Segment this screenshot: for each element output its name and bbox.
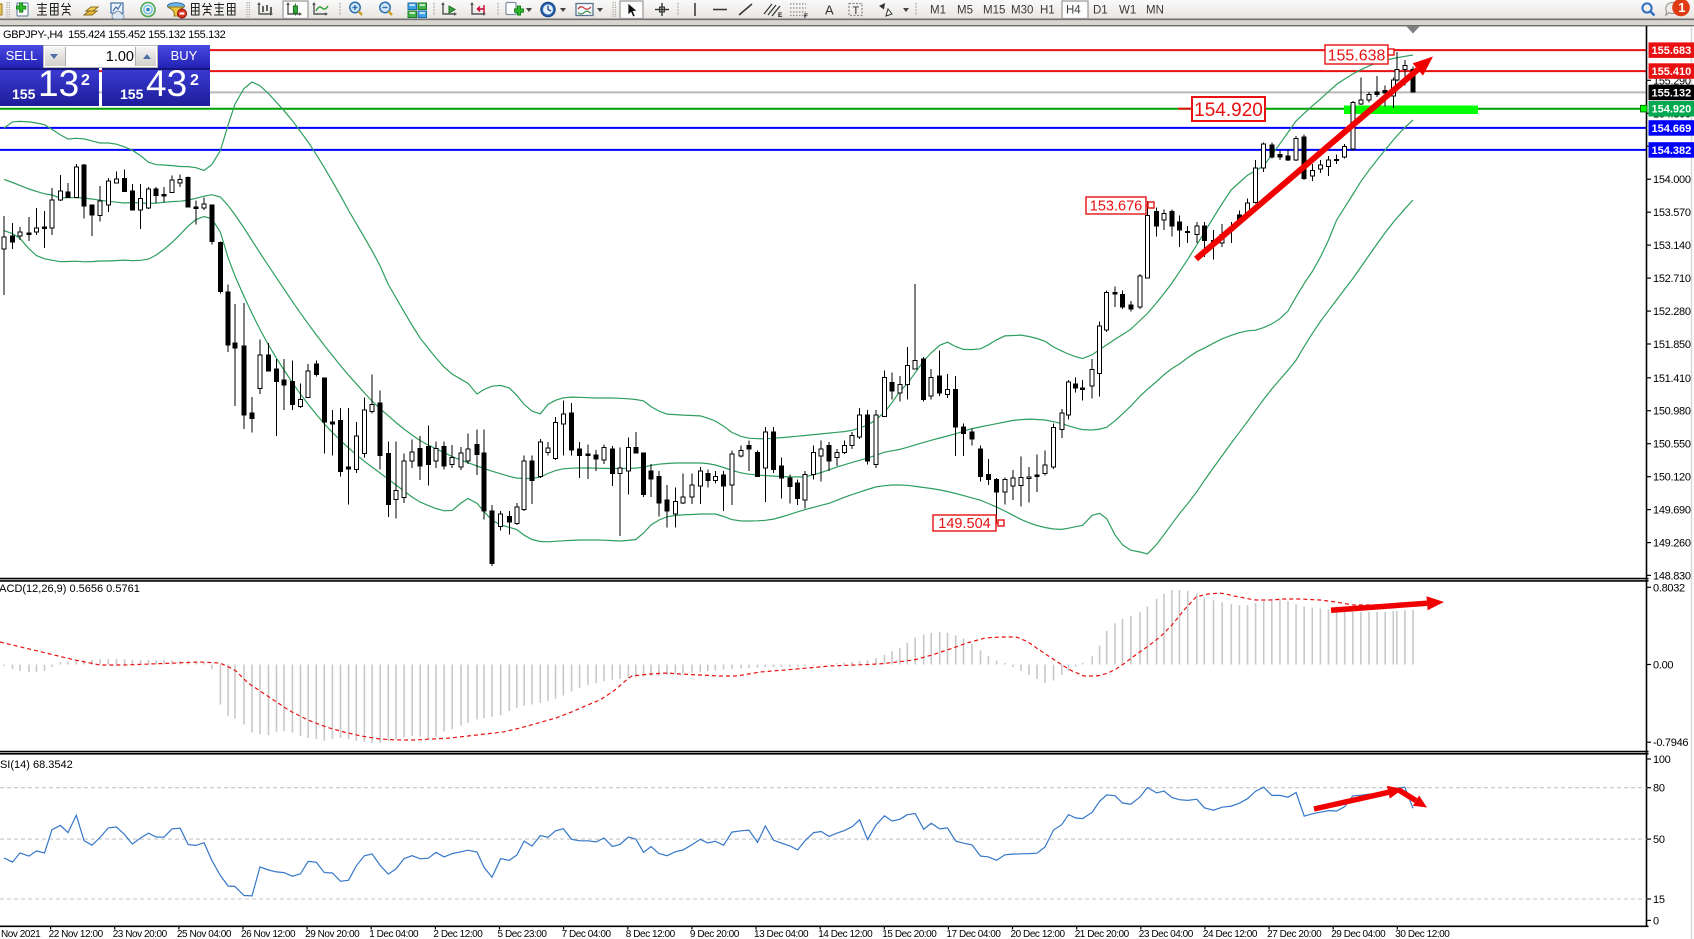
svg-text:15 Dec 20:00: 15 Dec 20:00 xyxy=(882,929,937,939)
svg-text:149.260: 149.260 xyxy=(1653,538,1691,550)
svg-text:100: 100 xyxy=(1653,754,1671,766)
svg-text:15: 15 xyxy=(1653,894,1665,906)
svg-text:M30: M30 xyxy=(1011,5,1033,17)
svg-text:155.638: 155.638 xyxy=(1328,47,1386,64)
svg-text:154.382: 154.382 xyxy=(1652,145,1692,157)
svg-text:23 Nov 20:00: 23 Nov 20:00 xyxy=(113,929,168,939)
svg-text:29 Dec 04:00: 29 Dec 04:00 xyxy=(1331,929,1386,939)
svg-text:D1: D1 xyxy=(1093,5,1108,17)
svg-text:-0.7946: -0.7946 xyxy=(1653,737,1688,749)
svg-text:M15: M15 xyxy=(983,5,1005,17)
svg-text:5 Dec 23:00: 5 Dec 23:00 xyxy=(498,929,548,939)
svg-text:152.280: 152.280 xyxy=(1653,306,1691,318)
svg-text:152.710: 152.710 xyxy=(1653,273,1691,285)
svg-text:2 Dec 12:00: 2 Dec 12:00 xyxy=(433,929,483,939)
svg-text:A: A xyxy=(825,3,834,18)
svg-text:27 Dec 20:00: 27 Dec 20:00 xyxy=(1267,929,1322,939)
svg-text:154.000: 154.000 xyxy=(1653,174,1691,186)
svg-text:Nov 2021: Nov 2021 xyxy=(1,929,41,939)
svg-text:H4: H4 xyxy=(1066,5,1081,17)
svg-text:26 Nov 12:00: 26 Nov 12:00 xyxy=(241,929,296,939)
svg-text:MACD(12,26,9) 0.5656 0.5761: MACD(12,26,9) 0.5656 0.5761 xyxy=(0,583,140,595)
svg-text:9 Dec 20:00: 9 Dec 20:00 xyxy=(690,929,740,939)
svg-text:30 Dec 12:00: 30 Dec 12:00 xyxy=(1395,929,1450,939)
svg-text:20 Dec 12:00: 20 Dec 12:00 xyxy=(1011,929,1066,939)
svg-text:155.132: 155.132 xyxy=(1652,87,1692,99)
svg-text:154.669: 154.669 xyxy=(1652,123,1692,135)
svg-text:151.410: 151.410 xyxy=(1653,373,1691,385)
svg-text:22 Nov 12:00: 22 Nov 12:00 xyxy=(49,929,104,939)
svg-text:0.8032: 0.8032 xyxy=(1653,582,1685,594)
svg-text:8 Dec 12:00: 8 Dec 12:00 xyxy=(626,929,676,939)
svg-text:E: E xyxy=(778,12,783,19)
svg-text:M1: M1 xyxy=(930,5,946,17)
svg-text:153.140: 153.140 xyxy=(1653,240,1691,252)
svg-text:154.920: 154.920 xyxy=(1652,104,1692,116)
svg-text:155.410: 155.410 xyxy=(1652,66,1692,78)
svg-text:MN: MN xyxy=(1146,5,1164,17)
svg-text:1 Dec 04:00: 1 Dec 04:00 xyxy=(369,929,419,939)
svg-text:24 Dec 12:00: 24 Dec 12:00 xyxy=(1203,929,1258,939)
svg-text:W1: W1 xyxy=(1119,5,1136,17)
svg-text:151.850: 151.850 xyxy=(1653,339,1691,351)
svg-text:153.676: 153.676 xyxy=(1090,199,1142,215)
svg-text:13 Dec 04:00: 13 Dec 04:00 xyxy=(754,929,809,939)
svg-text:154.920: 154.920 xyxy=(1194,100,1263,121)
svg-text:7 Dec 04:00: 7 Dec 04:00 xyxy=(562,929,612,939)
svg-text:GBPJPY-,H4 155.424 155.452 15: GBPJPY-,H4 155.424 155.452 155.132 155.1… xyxy=(3,29,226,41)
svg-text:153.570: 153.570 xyxy=(1653,207,1691,219)
svg-text:H1: H1 xyxy=(1040,5,1055,17)
svg-text:150.120: 150.120 xyxy=(1653,472,1691,484)
svg-text:29 Nov 20:00: 29 Nov 20:00 xyxy=(305,929,360,939)
svg-text:T: T xyxy=(853,5,860,17)
svg-text:M5: M5 xyxy=(957,5,973,17)
svg-text:0: 0 xyxy=(1653,915,1659,927)
svg-text:14 Dec 12:00: 14 Dec 12:00 xyxy=(818,929,873,939)
svg-text:148.830: 148.830 xyxy=(1653,570,1691,582)
svg-text:21 Dec 20:00: 21 Dec 20:00 xyxy=(1075,929,1130,939)
svg-text:23 Dec 04:00: 23 Dec 04:00 xyxy=(1139,929,1194,939)
svg-text:149.690: 149.690 xyxy=(1653,505,1691,517)
svg-text:1: 1 xyxy=(1678,0,1685,15)
svg-text:80: 80 xyxy=(1653,783,1665,795)
svg-text:25 Nov 04:00: 25 Nov 04:00 xyxy=(177,929,232,939)
svg-text:17 Dec 04:00: 17 Dec 04:00 xyxy=(946,929,1001,939)
svg-text:50: 50 xyxy=(1653,834,1665,846)
svg-text:150.550: 150.550 xyxy=(1653,439,1691,451)
svg-text:F: F xyxy=(804,13,808,20)
svg-text:RSI(14) 68.3542: RSI(14) 68.3542 xyxy=(0,759,73,771)
svg-text:0.00: 0.00 xyxy=(1653,660,1673,672)
svg-text:150.980: 150.980 xyxy=(1653,406,1691,418)
svg-text:155.683: 155.683 xyxy=(1652,45,1692,57)
svg-text:149.504: 149.504 xyxy=(938,516,990,532)
